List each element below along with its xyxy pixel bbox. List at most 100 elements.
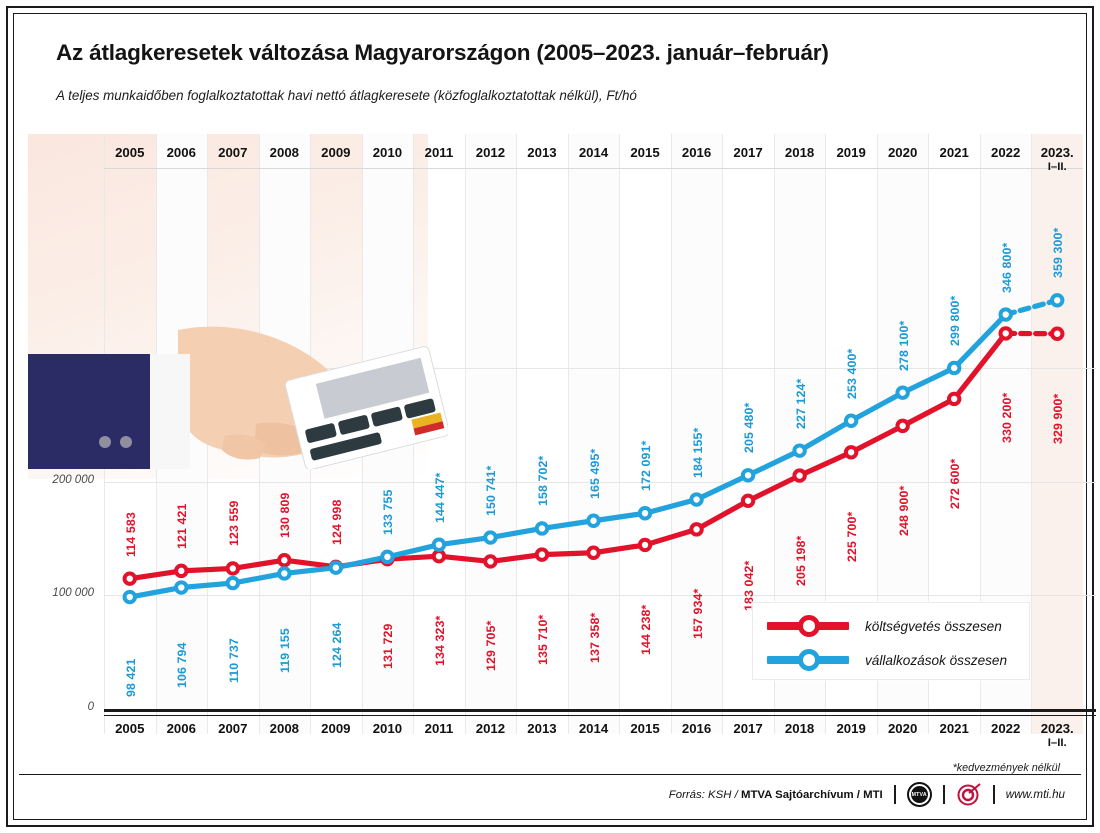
legend-marker-blue — [798, 649, 820, 671]
data-point-marker[interactable] — [637, 537, 653, 553]
chart-legend: költségvetés összesen vállalkozások össz… — [752, 602, 1030, 680]
data-point-marker[interactable] — [792, 443, 807, 458]
data-point-marker[interactable] — [431, 549, 447, 564]
data-label-business-2020: 278 100* — [896, 320, 911, 371]
data-point-marker[interactable] — [689, 492, 704, 507]
year-column-2017 — [722, 134, 774, 734]
data-point-marker[interactable] — [895, 418, 910, 434]
year-label-2012: 2012 — [475, 721, 506, 736]
data-point-marker[interactable] — [534, 547, 550, 562]
data-label-budget-2016: 157 934* — [690, 588, 705, 640]
chart-series-svg — [122, 293, 1065, 605]
data-point-marker[interactable] — [534, 521, 550, 536]
source-bold: MTVA Sajtóarchívum / MTI — [740, 788, 883, 801]
year-label-2015: 2015 — [630, 721, 660, 736]
gridline-300000 — [104, 367, 1096, 369]
year-label-2023: 2023. I–II. — [1031, 722, 1083, 750]
x-axis-baseline-secondary — [104, 715, 1096, 716]
year-label-2022: 2022 — [991, 721, 1021, 736]
year-label-2016: 2016 — [681, 145, 712, 160]
year-column-2023 — [1031, 134, 1083, 734]
legend-item-budget[interactable]: költségvetés összesen — [767, 611, 1002, 641]
data-label-business-2019: 253 400* — [845, 348, 860, 399]
data-label-budget-2015: 144 238* — [639, 604, 654, 655]
year-label-2011: 2011 — [424, 721, 454, 736]
data-label-budget-2020: 248 900* — [896, 485, 911, 536]
data-point-marker[interactable] — [174, 580, 189, 595]
data-point-marker[interactable] — [792, 468, 807, 483]
year-label-2009: 2009 — [321, 721, 351, 736]
data-point-marker[interactable] — [225, 575, 241, 591]
source-text: Forrás: KSH / MTVA Sajtóarchívum / MTI — [669, 789, 883, 801]
year-label-2023: 2023. I–II. — [1031, 146, 1083, 174]
data-point-marker[interactable] — [483, 554, 498, 569]
data-point-marker[interactable] — [998, 326, 1013, 341]
year-column-2021 — [928, 134, 980, 734]
website-url: www.mti.hu — [1005, 788, 1065, 801]
data-point-marker[interactable] — [637, 506, 653, 521]
data-point-marker[interactable] — [122, 589, 137, 605]
data-point-marker[interactable] — [740, 493, 756, 508]
data-point-marker[interactable] — [895, 385, 910, 400]
poster-outer-frame: Az átlagkeresetek változása Magyarország… — [6, 6, 1096, 827]
data-point-marker[interactable] — [946, 360, 962, 376]
footer-separator-3 — [992, 785, 995, 804]
data-label-budget-2006: 121 421 — [175, 503, 190, 549]
year-label-2017: 2017 — [733, 145, 763, 160]
year-label-2010: 2010 — [372, 145, 403, 160]
data-point-marker[interactable] — [586, 513, 601, 528]
data-point-marker[interactable] — [689, 522, 704, 537]
data-label-budget-2018: 205 198* — [793, 535, 808, 586]
year-label-2019: 2019 — [836, 145, 866, 160]
footer-separator-1 — [893, 785, 896, 804]
legend-label-business: vállalkozások összesen — [865, 652, 1008, 668]
page-subtitle: A teljes munkaidőben foglalkoztatottak h… — [56, 88, 637, 103]
data-label-business-2022: 346 800* — [999, 242, 1014, 293]
data-point-marker[interactable] — [122, 571, 137, 586]
data-point-marker[interactable] — [998, 307, 1013, 322]
year-label-2005: 2005 — [115, 721, 145, 736]
data-point-marker[interactable] — [277, 566, 292, 581]
year-label-2020: 2020 — [887, 145, 918, 160]
year-label-2014: 2014 — [578, 721, 609, 736]
data-point-marker[interactable] — [586, 545, 601, 560]
x-axis-baseline — [104, 709, 1096, 712]
data-point-marker[interactable] — [946, 391, 962, 407]
year-label-2006: 2006 — [166, 145, 196, 160]
data-point-marker[interactable] — [843, 445, 859, 460]
year-label-2012: 2012 — [475, 145, 506, 160]
year-label-2011: 2011 — [424, 145, 454, 160]
data-point-marker[interactable] — [431, 537, 447, 552]
data-point-marker[interactable] — [328, 560, 344, 575]
data-point-marker[interactable] — [843, 413, 859, 428]
data-point-marker[interactable] — [740, 468, 756, 483]
legend-line-red — [767, 615, 849, 637]
series-line-business — [127, 311, 1009, 600]
data-point-marker[interactable] — [483, 530, 498, 545]
data-label-business-2018: 227 124* — [793, 378, 808, 429]
data-point-marker[interactable] — [1050, 326, 1065, 341]
data-label-budget-2013: 135 710* — [535, 614, 550, 665]
data-point-marker[interactable] — [174, 563, 189, 579]
year-label-2018: 2018 — [784, 721, 815, 736]
data-point-marker[interactable] — [277, 553, 292, 568]
data-point-marker[interactable] — [380, 549, 395, 565]
year-sublabel: I–II. — [1047, 737, 1067, 749]
header-rule — [104, 168, 1083, 169]
year-column-2016 — [670, 134, 723, 734]
data-label-budget-2010: 131 729 — [381, 623, 396, 670]
data-label-business-2012: 150 741* — [484, 465, 499, 516]
legend-item-business[interactable]: vállalkozások összesen — [767, 645, 1007, 675]
year-column-2014 — [567, 134, 620, 734]
data-point-marker[interactable] — [1050, 293, 1065, 308]
page-title: Az átlagkeresetek változása Magyarország… — [56, 40, 829, 65]
year-label-2021: 2021 — [939, 145, 969, 160]
data-label-budget-2007: 123 559 — [226, 500, 241, 547]
year-label-2013: 2013 — [527, 721, 557, 736]
year-label-2016: 2016 — [681, 721, 712, 736]
source-prefix: Forrás: KSH / — [668, 788, 738, 801]
data-label-budget-2012: 129 705* — [484, 621, 499, 672]
data-point-marker[interactable] — [225, 561, 241, 576]
footer-bar: Forrás: KSH / MTVA Sajtóarchívum / MTI M… — [19, 774, 1081, 814]
